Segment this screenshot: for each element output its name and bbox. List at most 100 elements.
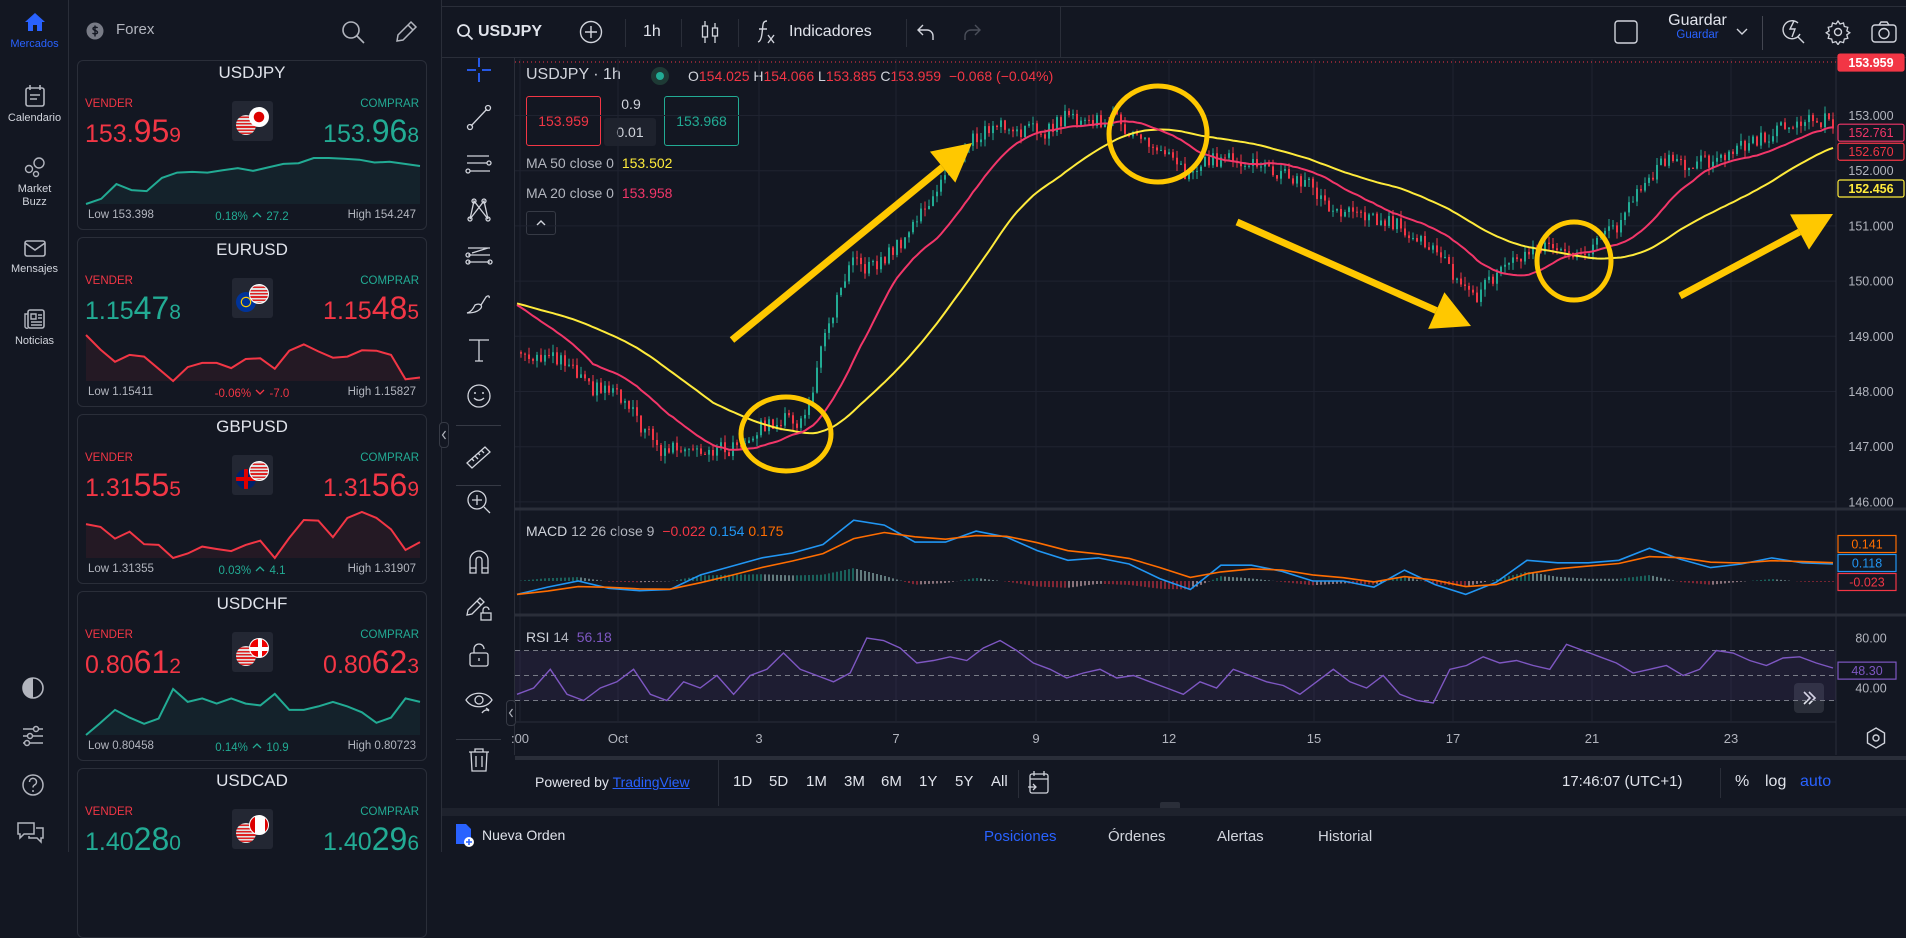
redo-icon[interactable] bbox=[961, 21, 983, 43]
help-icon[interactable] bbox=[19, 771, 47, 799]
change-stats: 0.14% 10.9 bbox=[88, 740, 416, 754]
scroll-to-realtime-button[interactable] bbox=[1794, 683, 1824, 713]
trash-tool[interactable] bbox=[464, 745, 494, 775]
goto-date-icon[interactable] bbox=[1027, 770, 1051, 796]
sell-price[interactable]: 0.80612 bbox=[85, 642, 181, 689]
tab-historial[interactable]: Historial bbox=[1318, 828, 1373, 845]
change-value: −0.068 (−0.04%) bbox=[948, 68, 1054, 84]
search-icon[interactable] bbox=[340, 19, 366, 45]
caret-down-icon bbox=[255, 389, 265, 395]
unlock-icon bbox=[469, 643, 489, 667]
contrast-icon[interactable] bbox=[19, 674, 47, 702]
buy-price[interactable]: 1.15485 bbox=[323, 288, 419, 335]
price-pips: 29 bbox=[371, 821, 408, 857]
buy-price[interactable]: 1.40296 bbox=[323, 819, 419, 866]
range-all[interactable]: All bbox=[991, 773, 1008, 790]
sell-button[interactable]: 153.959 bbox=[526, 96, 601, 146]
interval-button[interactable]: 1h bbox=[643, 7, 661, 57]
pencil-icon[interactable] bbox=[393, 19, 419, 45]
price-fraction: 2 bbox=[169, 655, 181, 678]
nav-item-mensajes[interactable]: Mensajes bbox=[0, 237, 69, 275]
tab-posiciones[interactable]: Posiciones bbox=[984, 828, 1057, 845]
buy-price[interactable]: 1.31569 bbox=[323, 465, 419, 512]
parallel-lines-tool[interactable] bbox=[464, 149, 494, 179]
nav-label: Noticias bbox=[14, 335, 55, 347]
emoji-tool[interactable] bbox=[464, 381, 494, 411]
layout-icon[interactable] bbox=[1613, 19, 1639, 45]
quantity-input[interactable]: 0.01 bbox=[604, 118, 656, 146]
undo-icon[interactable] bbox=[915, 21, 937, 43]
range-3m[interactable]: 3M bbox=[844, 773, 865, 790]
collapse-legend-button[interactable] bbox=[526, 211, 556, 235]
chart-settings-icon[interactable] bbox=[1864, 726, 1888, 750]
chat-icon[interactable] bbox=[16, 820, 46, 846]
buy-price[interactable]: 0.80623 bbox=[323, 642, 419, 689]
sliders-icon[interactable] bbox=[19, 722, 47, 750]
sell-price[interactable]: 153.959 bbox=[85, 111, 181, 158]
buy-price[interactable]: 153.968 bbox=[323, 111, 419, 158]
nav-item-noticias[interactable]: Noticias bbox=[0, 307, 69, 347]
expand-panel-handle[interactable] bbox=[1160, 802, 1180, 810]
card-stats: Low 153.398 0.18% 27.2 High 154.247 bbox=[88, 209, 416, 225]
crosshair-tool[interactable] bbox=[464, 55, 494, 85]
text-tool[interactable] bbox=[464, 335, 494, 365]
settings-icon[interactable] bbox=[1825, 19, 1851, 45]
pattern-tool[interactable] bbox=[464, 195, 494, 225]
zoom-in-tool[interactable] bbox=[464, 487, 494, 517]
chevron-down-icon[interactable] bbox=[1735, 27, 1749, 37]
quick-search-icon[interactable] bbox=[1779, 18, 1807, 46]
nav-item-calendario[interactable]: Calendario bbox=[0, 84, 69, 124]
add-symbol-icon[interactable] bbox=[578, 19, 604, 45]
low-value: Low 1.15411 bbox=[88, 386, 154, 398]
range-5d[interactable]: 5D bbox=[769, 773, 789, 790]
rsi-params: 14 bbox=[553, 629, 569, 645]
fib-tool[interactable] bbox=[464, 242, 494, 272]
watchlist-card-gbpusd[interactable]: GBPUSD VENDER COMPRAR 1.31555 1.31569 Lo… bbox=[77, 414, 427, 584]
percent-toggle[interactable]: % bbox=[1735, 773, 1750, 790]
indicators-button[interactable]: Indicadores bbox=[753, 7, 872, 57]
tab-alertas[interactable]: Alertas bbox=[1217, 828, 1264, 845]
magnet-tool[interactable] bbox=[464, 547, 494, 577]
candles-icon[interactable] bbox=[698, 19, 722, 45]
unlock-tool[interactable] bbox=[464, 640, 494, 670]
lock-drawings-tool[interactable] bbox=[464, 593, 494, 623]
range-6m[interactable]: 6M bbox=[881, 773, 902, 790]
sell-label: VENDER bbox=[85, 806, 133, 818]
trend-line-tool[interactable] bbox=[464, 102, 494, 132]
new-order-button[interactable]: Nueva Orden bbox=[454, 822, 565, 848]
sell-price[interactable]: 1.15478 bbox=[85, 288, 181, 335]
tab-ordenes[interactable]: Órdenes bbox=[1108, 828, 1166, 845]
watchlist-header: Forex bbox=[70, 10, 440, 54]
ruler-tool[interactable] bbox=[464, 442, 494, 472]
range-1m[interactable]: 1M bbox=[806, 773, 827, 790]
watchlist-card-usdjpy[interactable]: USDJPY VENDER COMPRAR 153.959 153.968 Lo… bbox=[77, 60, 427, 230]
symbol-search-button[interactable]: USDJPY bbox=[456, 7, 542, 57]
watchlist-card-eurusd[interactable]: EURUSD VENDER COMPRAR 1.15478 1.15485 Lo… bbox=[77, 237, 427, 407]
camera-icon[interactable] bbox=[1870, 19, 1898, 45]
buy-button[interactable]: 153.968 bbox=[664, 96, 739, 146]
us-flag-icon bbox=[249, 461, 269, 481]
save-button[interactable]: Guardar Guardar bbox=[1655, 12, 1740, 41]
sparkline-line bbox=[85, 157, 421, 205]
eye-tool[interactable] bbox=[464, 686, 494, 716]
range-1y[interactable]: 1Y bbox=[919, 773, 938, 790]
tradingview-link[interactable]: TradingView bbox=[612, 774, 690, 790]
clock[interactable]: 17:46:07 (UTC+1) bbox=[1562, 773, 1683, 790]
auto-toggle[interactable]: auto bbox=[1800, 773, 1832, 790]
collapse-tools-handle[interactable] bbox=[506, 700, 516, 726]
nav-label: Mercados bbox=[10, 38, 59, 50]
ohlc-legend: O154.025 H154.066 L153.885 C153.959 −0.0… bbox=[688, 68, 1053, 84]
brush-tool[interactable] bbox=[464, 288, 494, 318]
price-pips: 95 bbox=[133, 113, 170, 149]
range-1d[interactable]: 1D bbox=[733, 773, 753, 790]
log-toggle[interactable]: log bbox=[1765, 773, 1787, 790]
watchlist-card-usdcad[interactable]: USDCAD VENDER COMPRAR 1.40280 1.40296 bbox=[77, 768, 427, 938]
collapse-watchlist-handle[interactable] bbox=[439, 422, 449, 448]
watchlist-card-usdchf[interactable]: USDCHF VENDER COMPRAR 0.80612 0.80623 Lo… bbox=[77, 591, 427, 761]
nav-item-market-buzz[interactable]: Market Buzz bbox=[0, 155, 69, 209]
nav-item-mercados[interactable]: Mercados bbox=[0, 10, 69, 50]
range-5y[interactable]: 5Y bbox=[955, 773, 974, 790]
sell-price[interactable]: 1.31555 bbox=[85, 465, 181, 512]
sell-price[interactable]: 1.40280 bbox=[85, 819, 181, 866]
crosshair-icon bbox=[467, 58, 491, 82]
